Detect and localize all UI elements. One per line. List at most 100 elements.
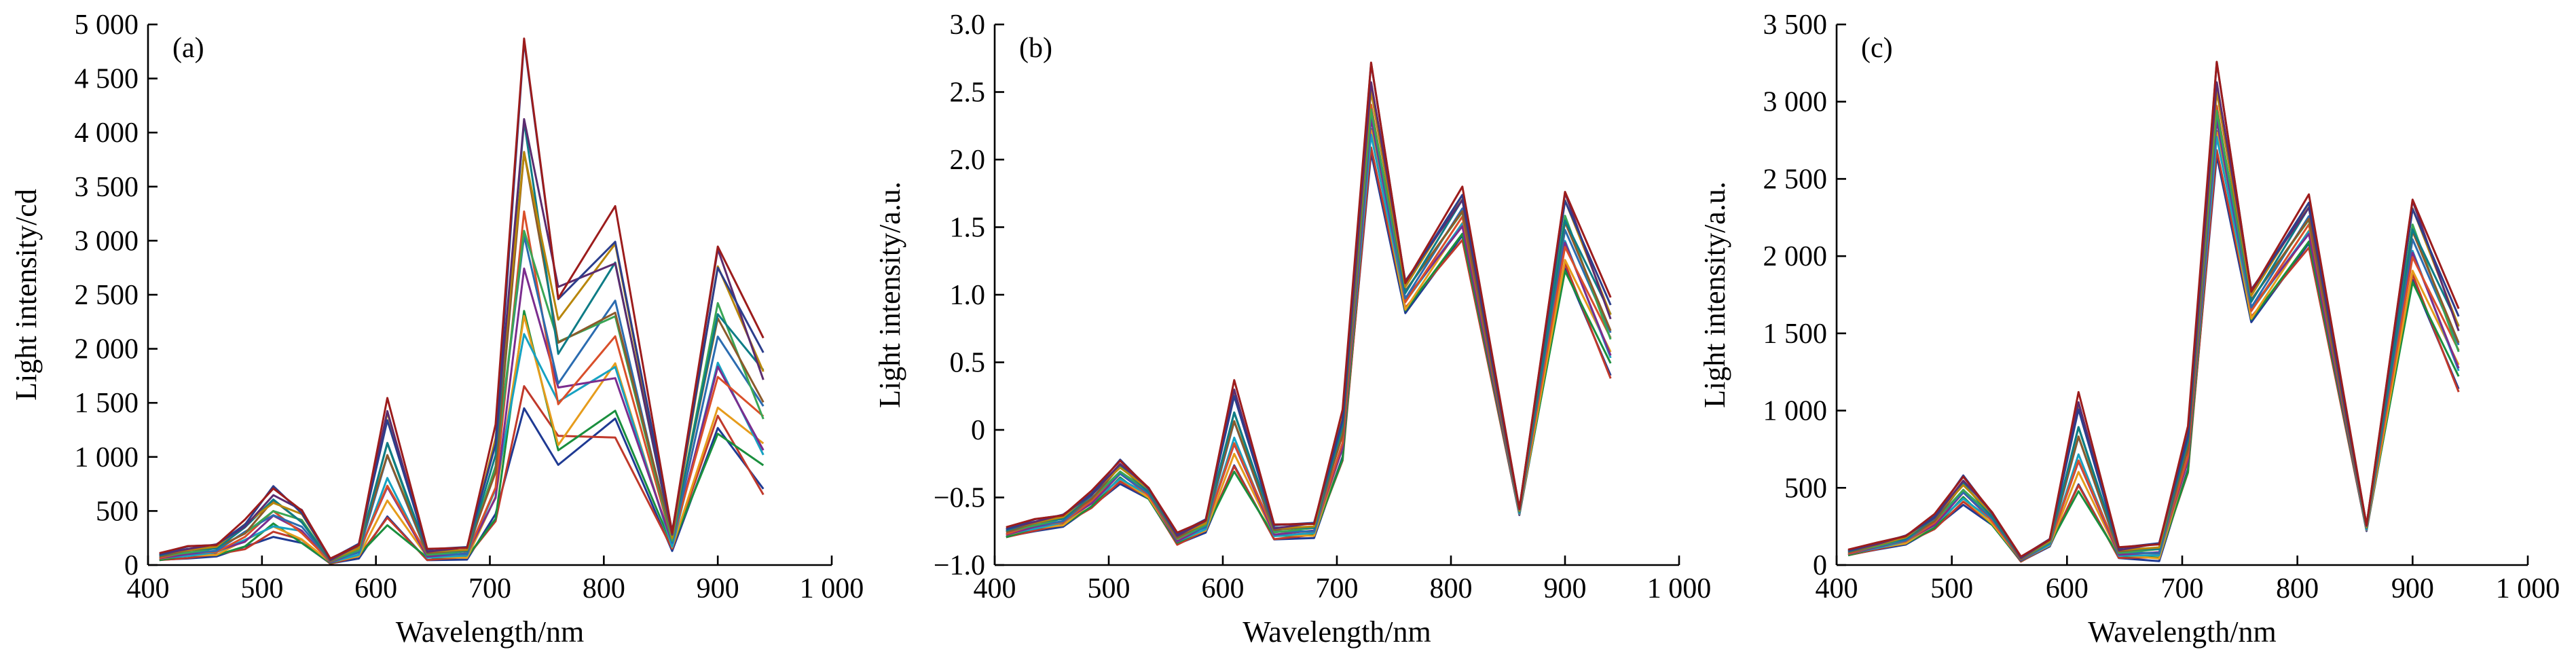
- y-tick-label: 2 000: [1763, 241, 1828, 272]
- series-layer-a: [159, 37, 765, 565]
- y-tick-label: 0: [1813, 550, 1827, 581]
- x-tick-label: 500: [240, 573, 283, 604]
- series-line: [159, 120, 765, 561]
- panel-c: 400 500 600 700 800 900 1 000 0 500 1 000 1 500 2 …: [1698, 10, 2560, 649]
- y-tick-label: 1 000: [75, 442, 139, 473]
- y-axis-title-a: Light intensity/cd: [10, 189, 43, 401]
- series-line: [1847, 60, 2460, 558]
- series-line: [159, 333, 765, 564]
- x-axis-title-b: Wavelength/nm: [1243, 615, 1431, 649]
- x-tick-label: 900: [2391, 573, 2434, 604]
- y-tick-label: 0: [124, 550, 139, 581]
- series-line: [1006, 108, 1612, 540]
- panel-label-c: (c): [1861, 33, 1893, 64]
- y-tick-label: 2 000: [75, 334, 139, 365]
- y-ticks-b: −1.0 −0.5 0 0.5 1.0 1.5 2.0 2.5 3.0: [934, 10, 1004, 581]
- series-line: [1006, 62, 1612, 535]
- series-line: [1847, 90, 2460, 559]
- series-line: [1847, 109, 2460, 560]
- y-tick-label: 5 000: [75, 10, 139, 41]
- panel-label-a: (a): [172, 33, 204, 64]
- series-line: [1006, 109, 1612, 539]
- y-tick-label: 3 000: [75, 225, 139, 257]
- y-tick-label: 1.0: [950, 280, 986, 311]
- series-line: [159, 37, 765, 560]
- x-tick-label: 800: [2276, 573, 2319, 604]
- series-line: [159, 310, 765, 564]
- x-tick-label: 900: [1544, 573, 1587, 604]
- x-axis-title-a: Wavelength/nm: [396, 615, 585, 649]
- series-line: [159, 151, 765, 562]
- series-line: [159, 234, 765, 562]
- x-tick-label: 400: [127, 573, 170, 604]
- x-tick-label: 800: [583, 573, 625, 604]
- series-line: [1847, 154, 2460, 563]
- x-tick-label: 1 000: [1647, 573, 1712, 604]
- y-tick-label: 1 500: [1763, 319, 1828, 350]
- series-layer-b: [1006, 61, 1612, 546]
- panel-label-b: (b): [1019, 33, 1052, 64]
- series-line: [1006, 133, 1612, 543]
- panel-a: 400 500 600 700 800 900 1 000 0 500 1 000 1 500 2 …: [10, 10, 864, 649]
- y-tick-label: 3.0: [950, 10, 986, 41]
- series-line: [1847, 89, 2460, 560]
- x-ticks-c: 400 500 600 700 800 900 1 000: [1816, 556, 2560, 604]
- y-ticks-c: 0 500 1 000 1 500 2 000 2 500 3 000 3 500: [1763, 10, 1846, 581]
- series-line: [1847, 130, 2460, 562]
- y-ticks-a: 0 500 1 000 1 500 2 000 2 500 3 000 3 500 4 000 4…: [75, 10, 158, 581]
- x-axis-title-c: Wavelength/nm: [2088, 615, 2277, 649]
- y-tick-label: 4 500: [75, 64, 139, 95]
- y-tick-label: 1 500: [75, 388, 139, 419]
- y-tick-label: 2 500: [75, 280, 139, 311]
- series-line: [1847, 119, 2460, 562]
- x-tick-label: 1 000: [2496, 573, 2560, 604]
- y-tick-label: 500: [96, 496, 139, 527]
- y-axis-title-c: Light intensity/a.u.: [1698, 181, 1731, 408]
- series-line: [159, 210, 765, 562]
- x-tick-label: 700: [2161, 573, 2204, 604]
- y-tick-label: 0: [971, 415, 985, 446]
- y-tick-label: 2.5: [950, 77, 986, 109]
- y-tick-label: 500: [1784, 473, 1827, 504]
- y-tick-label: 1.5: [950, 213, 986, 244]
- series-line: [1006, 128, 1612, 544]
- series-line: [1847, 61, 2460, 558]
- series-layer-c: [1847, 60, 2460, 563]
- series-line: [159, 230, 765, 562]
- y-tick-label: 2 500: [1763, 164, 1828, 195]
- series-line: [1847, 149, 2460, 563]
- y-tick-label: 4 000: [75, 117, 139, 149]
- x-tick-label: 600: [2046, 573, 2089, 604]
- x-tick-label: 500: [1088, 573, 1130, 604]
- series-line: [1006, 81, 1612, 537]
- x-tick-label: 700: [468, 573, 511, 604]
- y-axis-title-b: Light intensity/a.u.: [873, 181, 906, 408]
- x-tick-label: 900: [697, 573, 739, 604]
- series-line: [1847, 81, 2460, 559]
- series-line: [159, 151, 765, 561]
- x-tick-label: 600: [1202, 573, 1245, 604]
- x-ticks-b: 400 500 600 700 800 900 1 000: [974, 556, 1712, 604]
- y-tick-label: −0.5: [934, 483, 985, 514]
- series-line: [1847, 136, 2460, 562]
- y-tick-label: 3 500: [1763, 10, 1828, 41]
- series-line: [159, 117, 765, 561]
- series-line: [1847, 105, 2460, 560]
- series-line: [1006, 89, 1612, 539]
- series-line: [1847, 81, 2460, 559]
- panel-b: 400 500 600 700 800 900 1 000 −1.0 −0.5 0 0.5 1.0 1…: [873, 10, 1711, 649]
- y-tick-label: 0.5: [950, 348, 986, 379]
- series-line: [1847, 111, 2460, 560]
- x-ticks-a: 400 500 600 700 800 900 1 000: [127, 556, 864, 604]
- series-line: [1006, 129, 1612, 542]
- x-tick-label: 400: [974, 573, 1016, 604]
- series-line: [1847, 131, 2460, 561]
- series-line: [1006, 117, 1612, 543]
- x-tick-label: 500: [1930, 573, 1973, 604]
- y-tick-label: 3 000: [1763, 87, 1828, 118]
- y-tick-label: 3 500: [75, 172, 139, 203]
- x-tick-label: 600: [354, 573, 397, 604]
- series-line: [159, 39, 765, 560]
- y-tick-label: 2.0: [950, 145, 986, 176]
